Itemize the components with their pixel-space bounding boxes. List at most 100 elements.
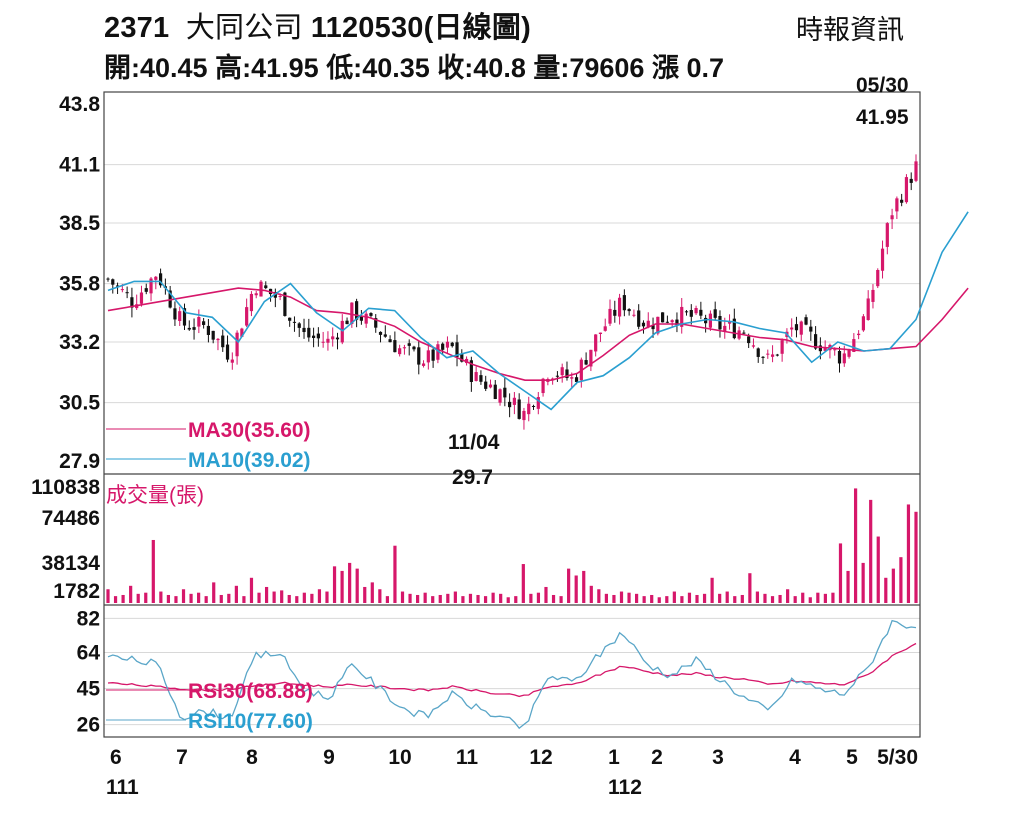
open-label: 開: (104, 53, 140, 83)
candle-body (799, 321, 803, 335)
price-y-tick: 35.8 (59, 273, 100, 296)
candle-body (909, 178, 913, 183)
volume-bar (801, 592, 805, 603)
volume-bar (499, 593, 503, 603)
candle-body (335, 337, 340, 340)
candle-body (641, 322, 646, 327)
price-y-tick: 30.5 (59, 392, 100, 415)
candle-body (770, 354, 775, 357)
high-label: 高: (215, 53, 252, 83)
volume-bar (287, 594, 291, 603)
volume-bar (461, 596, 465, 603)
candle-body (245, 307, 249, 326)
candle-body (235, 332, 239, 357)
volume-bar (121, 594, 125, 603)
volume-bar (363, 586, 367, 603)
candle-body (723, 325, 727, 332)
candle-body (359, 316, 363, 321)
candle-body (173, 308, 177, 320)
volume-bar (687, 592, 692, 603)
volume-bar (702, 593, 707, 603)
candle-body (455, 342, 459, 357)
candle-body (436, 344, 440, 360)
candle-body (168, 290, 172, 308)
volume-bar (136, 593, 140, 603)
candle-body (144, 288, 148, 292)
plot-border (103, 91, 921, 738)
volume-bar (680, 596, 684, 603)
candle-body (508, 401, 512, 408)
candle-body (493, 384, 497, 400)
volume-bar (755, 591, 760, 603)
candle-body (139, 292, 144, 304)
candle-body (598, 332, 603, 334)
volume-bar (612, 594, 616, 603)
volume-bar (400, 591, 405, 603)
candle-body (369, 313, 373, 316)
candle-body (747, 336, 751, 344)
price-y-tick: 38.5 (59, 212, 100, 235)
volume-bar (423, 592, 427, 603)
candle-body (522, 410, 526, 421)
x-axis-month-tick: 6 (110, 746, 122, 769)
candlesticks (106, 154, 918, 430)
candle-body (259, 281, 263, 297)
rsi-y-tick: 82 (77, 607, 100, 630)
x-axis-month-tick: 9 (323, 746, 335, 769)
volume-bar (468, 593, 473, 603)
candle-body (498, 389, 502, 403)
candle-body (570, 377, 574, 379)
candle-body (608, 308, 612, 324)
volume-bar (355, 568, 359, 603)
candle-body (627, 309, 631, 312)
candle-body (622, 295, 626, 311)
volume-bar (234, 585, 238, 603)
candle-body (225, 344, 230, 360)
candle-body (426, 350, 430, 363)
close-label: 收: (437, 53, 474, 83)
chart-title: 2371 大同公司 1120530(日線圖) (104, 4, 531, 46)
candle-body (221, 335, 225, 348)
ma10-legend: MA10(39.02) (188, 449, 311, 472)
candle-body (584, 360, 588, 365)
candle-body (431, 349, 435, 361)
volume-y-tick: 1782 (53, 580, 100, 603)
rsi10-legend: RSI10(77.60) (188, 710, 313, 733)
candle-body (311, 335, 316, 338)
volume-bar (884, 577, 888, 603)
low-annotation-date: 11/04 (448, 431, 500, 454)
candle-body (904, 177, 909, 203)
candle-body (469, 360, 473, 382)
low-annotation-value: 29.7 (452, 466, 493, 489)
x-axis-year-tick: 111 (106, 776, 139, 799)
volume-bar (551, 594, 556, 603)
volume-bar (642, 596, 646, 603)
volume-bar (159, 591, 163, 603)
volume-bar (816, 592, 820, 603)
candle-body (216, 338, 220, 341)
volume-bar (718, 593, 722, 603)
candle-body (713, 309, 717, 318)
candle-body (732, 318, 736, 339)
candle-body (393, 340, 397, 353)
candle-body (603, 326, 607, 331)
volume-bar (189, 593, 193, 603)
volume-bar (491, 592, 495, 603)
candle-body (154, 276, 158, 280)
candle-body (292, 321, 297, 323)
candle-body (847, 349, 851, 357)
candle-body (340, 320, 344, 343)
volume-bar (672, 591, 676, 603)
candle-body (445, 341, 450, 348)
candle-body (512, 397, 516, 405)
candle-body (885, 223, 889, 247)
volume-bar (416, 594, 420, 603)
volume-bar (891, 568, 895, 603)
rsi10-line (107, 619, 917, 730)
volume-bar (536, 592, 541, 603)
candle-body (876, 269, 880, 287)
candle-body (632, 314, 636, 316)
candle-body (756, 348, 760, 357)
candle-body (254, 293, 258, 296)
candle-body (316, 333, 320, 339)
